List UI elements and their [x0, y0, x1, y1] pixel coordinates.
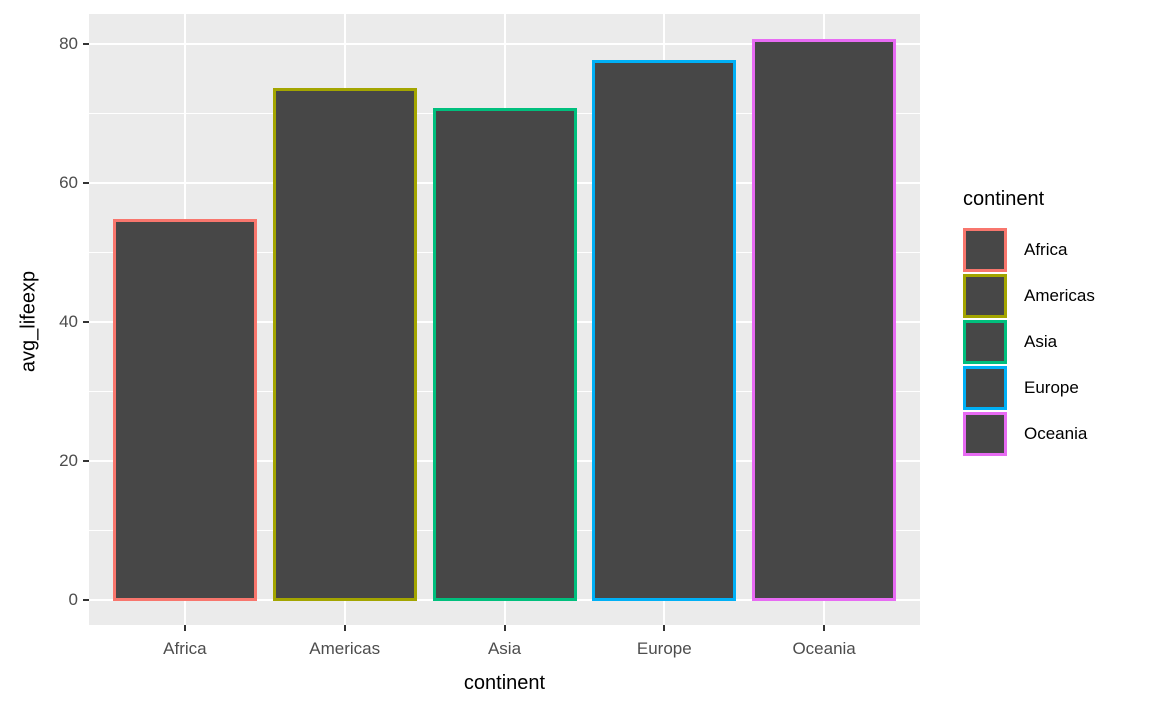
legend-item-americas: Americas — [963, 274, 1095, 318]
legend-items: Africa Americas Asia Europe Oceania — [963, 228, 1095, 456]
bar-oceania — [752, 38, 897, 602]
legend-key-swatch — [963, 320, 1007, 364]
y-tick-mark — [83, 181, 89, 184]
x-tick-mark — [183, 625, 186, 631]
legend-label: Asia — [1024, 332, 1058, 351]
legend-key-swatch — [963, 412, 1007, 456]
legend-label: Europe — [1024, 378, 1079, 397]
legend-title: continent — [963, 188, 1045, 210]
legend-key-swatch — [963, 366, 1007, 410]
plot-panel — [89, 14, 920, 625]
bar-europe — [592, 60, 737, 602]
bar-americas — [272, 87, 417, 602]
y-tick-label: 0 — [68, 589, 78, 609]
y-tick-mark — [83, 598, 89, 601]
x-tick-mark — [503, 625, 506, 631]
x-tick-label: Europe — [636, 639, 692, 658]
y-tick-label: 60 — [59, 172, 78, 192]
x-tick-mark — [823, 625, 826, 631]
legend-item-oceania: Oceania — [963, 412, 1095, 456]
legend-label: Oceania — [1024, 424, 1088, 443]
legend-key-swatch — [963, 228, 1007, 272]
legend-item-europe: Europe — [963, 366, 1095, 410]
legend-label: Americas — [1024, 286, 1095, 305]
legend-key-swatch — [963, 274, 1007, 318]
x-tick-label: Oceania — [792, 639, 856, 658]
y-tick-label: 40 — [59, 311, 78, 331]
legend-item-asia: Asia — [963, 320, 1095, 364]
y-tick-label: 20 — [59, 450, 78, 470]
legend: continent Africa Americas Asia Europe Oceani… — [963, 186, 1095, 458]
y-tick-mark — [83, 459, 89, 462]
y-tick-mark — [83, 42, 89, 45]
y-tick-mark — [83, 320, 89, 323]
bar-africa — [112, 218, 257, 602]
x-tick-mark — [343, 625, 346, 631]
x-axis-title: continent — [463, 672, 546, 694]
x-tick-label: Asia — [487, 639, 522, 658]
x-tick-label: Americas — [309, 639, 381, 658]
x-tick-mark — [663, 625, 666, 631]
legend-item-africa: Africa — [963, 228, 1095, 272]
bar-asia — [432, 108, 577, 602]
x-tick-label: Africa — [163, 639, 207, 658]
legend-label: Africa — [1024, 240, 1068, 259]
y-tick-label: 80 — [59, 33, 78, 53]
